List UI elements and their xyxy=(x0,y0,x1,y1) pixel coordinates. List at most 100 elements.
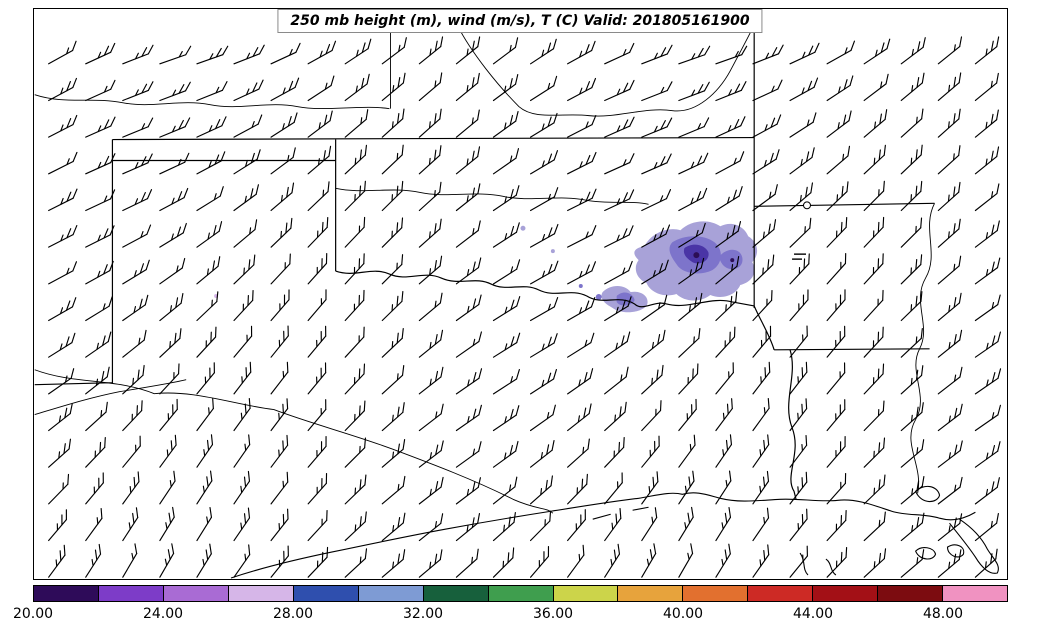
wind-barb xyxy=(970,331,1006,358)
map-frame xyxy=(33,8,1008,580)
wind-barb xyxy=(521,546,558,578)
colorbar-segment xyxy=(617,586,683,601)
wind-barb xyxy=(558,509,595,542)
wind-barb xyxy=(186,398,224,432)
wind-barb xyxy=(375,549,412,578)
wind-barb xyxy=(81,296,117,322)
wind-barb xyxy=(44,297,80,322)
state-border-line xyxy=(754,202,935,207)
colorbar-segment xyxy=(877,586,943,601)
wind-barb xyxy=(564,261,599,285)
wind-barb xyxy=(742,544,779,578)
wind-barb xyxy=(787,42,822,65)
colorbar-segment xyxy=(487,586,553,601)
river-line xyxy=(335,187,649,205)
wind-barb xyxy=(412,329,449,358)
station-circle xyxy=(803,201,811,210)
wind-barb xyxy=(819,181,856,212)
wind-barb xyxy=(742,397,779,432)
wind-barb xyxy=(786,77,822,102)
wind-barb xyxy=(185,506,222,542)
wind-barb xyxy=(858,73,895,102)
wind-barb xyxy=(602,42,637,65)
wind-barb xyxy=(818,217,856,248)
wind-barb xyxy=(969,294,1006,322)
colorbar-tick-label: 36.00 xyxy=(532,606,574,622)
wind-barb xyxy=(450,441,487,468)
wind-barb xyxy=(45,225,80,248)
wind-barb xyxy=(157,152,192,175)
wind-barb xyxy=(374,108,412,138)
wind-barb xyxy=(449,548,486,578)
precip-speck xyxy=(520,225,526,231)
wind-barb xyxy=(599,331,636,358)
wind-barb xyxy=(45,77,80,102)
wind-barb xyxy=(450,183,487,212)
wind-barb xyxy=(153,292,190,322)
wind-barb xyxy=(226,254,263,285)
wind-barb xyxy=(336,363,374,395)
wind-barb xyxy=(931,255,968,285)
wind-barb xyxy=(707,326,744,358)
wind-barb xyxy=(413,476,450,505)
wind-barb xyxy=(374,327,412,358)
river-line xyxy=(456,24,753,117)
wind-barb xyxy=(780,325,817,358)
wind-barb xyxy=(110,543,147,578)
wind-barb xyxy=(598,366,635,395)
wind-barb xyxy=(451,368,487,395)
wind-barb xyxy=(374,291,411,322)
wind-barb xyxy=(337,180,374,212)
wind-barb xyxy=(487,37,524,65)
wind-barb xyxy=(784,147,821,175)
wind-barb xyxy=(563,332,599,358)
wind-barb xyxy=(893,291,930,322)
wind-barb xyxy=(525,368,562,395)
red-river-border xyxy=(335,270,755,308)
wind-barb xyxy=(304,40,340,65)
wind-barb xyxy=(151,363,188,395)
wind-barb xyxy=(228,184,265,212)
wind-barb xyxy=(526,260,562,285)
wind-barb xyxy=(374,180,411,212)
wind-barb xyxy=(413,366,450,395)
wind-barb xyxy=(299,253,336,285)
wind-barb xyxy=(374,217,411,248)
wind-barb xyxy=(449,36,487,65)
wind-barb xyxy=(158,81,192,102)
wind-barb xyxy=(339,73,376,102)
wind-barb xyxy=(894,439,931,468)
river-line xyxy=(34,369,554,514)
wind-barb xyxy=(968,548,1005,578)
wind-barb xyxy=(77,437,114,468)
wind-barb xyxy=(522,510,559,542)
wind-barb xyxy=(564,77,599,102)
wind-barb xyxy=(196,45,229,65)
wind-barb xyxy=(83,116,118,138)
state-border-line xyxy=(774,348,930,351)
wind-barb xyxy=(188,326,225,358)
wind-barb xyxy=(969,441,1006,468)
wind-barb xyxy=(856,144,894,175)
wind-barb xyxy=(336,289,373,322)
wind-barb xyxy=(894,512,931,542)
state-border-line xyxy=(753,305,775,350)
colorbar-tick-label: 20.00 xyxy=(12,606,54,622)
colorbar xyxy=(33,585,1008,602)
wind-barb xyxy=(158,117,192,138)
wind-barb xyxy=(597,401,634,432)
wind-barb xyxy=(779,361,817,395)
wind-barb xyxy=(855,363,893,395)
wind-barb xyxy=(266,112,302,138)
wind-barbs-layer xyxy=(38,36,1006,578)
wind-barb xyxy=(262,253,299,285)
wind-barb xyxy=(300,181,337,212)
wind-barb xyxy=(601,225,636,248)
wind-barb xyxy=(523,475,560,505)
wind-barb xyxy=(855,216,893,248)
wind-barb xyxy=(970,404,1006,432)
wind-barb xyxy=(968,109,1005,138)
wind-barb xyxy=(562,368,598,395)
wind-barb xyxy=(671,328,708,358)
wind-barb xyxy=(82,260,117,285)
